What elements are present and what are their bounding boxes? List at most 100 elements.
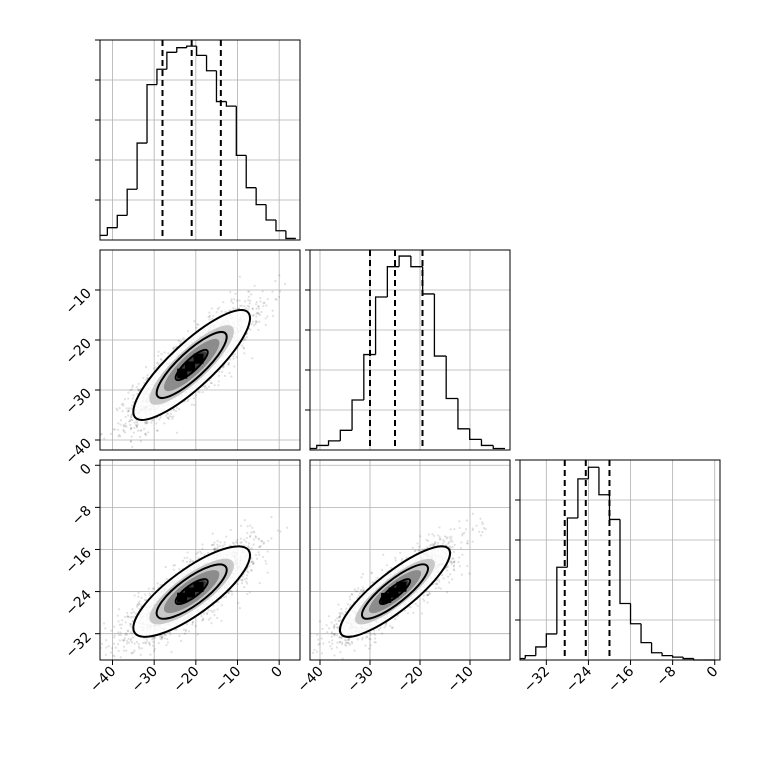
scatter-point xyxy=(117,608,121,611)
histogram-bin xyxy=(410,256,423,268)
scatter-point xyxy=(160,358,163,362)
density-peak xyxy=(177,368,188,379)
scatter-point xyxy=(140,604,143,607)
scatter-point xyxy=(132,651,135,654)
scatter-point xyxy=(208,315,211,319)
scatter-point xyxy=(239,524,243,527)
scatter-point xyxy=(129,616,132,619)
histogram-bin xyxy=(445,356,458,400)
scatter-point xyxy=(187,398,190,401)
scatter-point xyxy=(195,326,198,329)
scatter-point xyxy=(193,403,196,407)
scatter-point xyxy=(123,636,127,640)
scatter-point xyxy=(185,623,189,626)
density-contour xyxy=(174,348,209,382)
scatter-point xyxy=(148,643,151,647)
scatter-point xyxy=(258,320,261,323)
scatter-point xyxy=(114,646,117,649)
scatter-point xyxy=(130,427,133,430)
scatter-point xyxy=(116,409,119,412)
scatter-point xyxy=(199,550,202,553)
histogram-bin xyxy=(671,655,684,658)
scatter-point xyxy=(196,322,199,326)
scatter-point xyxy=(232,355,235,358)
y-tick-label: −30 xyxy=(63,386,95,418)
scatter-point xyxy=(227,363,230,366)
scatter-point xyxy=(124,621,127,624)
scatter-point xyxy=(122,639,125,642)
scatter-point xyxy=(249,534,252,537)
scatter-point xyxy=(190,403,193,406)
scatter-point xyxy=(119,631,122,634)
scatter-point xyxy=(263,301,266,304)
scatter-point xyxy=(193,320,196,323)
scatter-point xyxy=(201,619,204,622)
scatter-point xyxy=(127,397,130,400)
scatter-point xyxy=(119,667,121,669)
scatter-point xyxy=(122,425,125,428)
scatter-point xyxy=(97,470,99,472)
scatter-point xyxy=(241,344,244,347)
scatter-point xyxy=(129,624,132,627)
scatter-point xyxy=(208,318,211,321)
scatter-point xyxy=(260,540,263,543)
histogram-bin xyxy=(524,655,536,659)
scatter-point xyxy=(124,415,127,419)
scatter-point xyxy=(243,300,247,303)
panel-frame xyxy=(99,39,301,241)
scatter-point xyxy=(135,640,139,644)
panel-frame xyxy=(99,249,301,451)
scatter-point xyxy=(160,636,164,639)
scatter-point xyxy=(130,415,133,418)
scatter-point xyxy=(165,577,168,580)
scatter-point xyxy=(240,304,243,307)
scatter-point xyxy=(221,370,224,373)
scatter-point xyxy=(130,388,134,391)
scatter-point xyxy=(213,384,216,387)
scatter-point xyxy=(144,642,148,645)
scatter-point xyxy=(120,662,122,664)
scatter-point xyxy=(250,293,253,296)
scatter-point xyxy=(93,664,95,666)
scatter-point xyxy=(113,655,116,658)
scatter-point xyxy=(262,305,265,308)
scatter-point xyxy=(203,386,207,389)
scatter-point xyxy=(159,637,162,640)
scatter-point xyxy=(156,429,159,432)
scatter-point xyxy=(242,346,245,349)
scatter-point xyxy=(185,560,188,564)
scatter-point xyxy=(105,646,108,649)
scatter-point xyxy=(256,311,259,314)
scatter-point xyxy=(211,611,215,614)
scatter-point xyxy=(137,382,140,385)
scatter-point xyxy=(166,416,169,420)
scatter-point xyxy=(240,579,244,582)
scatter-point xyxy=(200,615,203,618)
histogram-bin xyxy=(285,230,296,240)
scatter-point xyxy=(100,432,103,436)
scatter-point xyxy=(113,636,116,639)
scatter-point xyxy=(248,302,251,305)
scatter-point xyxy=(133,615,136,618)
scatter-point xyxy=(262,542,265,545)
scatter-point xyxy=(137,389,141,392)
scatter-point xyxy=(202,385,205,388)
scatter-point xyxy=(230,375,233,378)
scatter-point xyxy=(163,633,166,636)
scatter-point xyxy=(184,628,188,631)
scatter-point xyxy=(223,541,226,544)
scatter-point xyxy=(131,385,134,388)
scatter-point xyxy=(166,641,169,644)
scatter-point xyxy=(208,311,211,314)
scatter-point xyxy=(169,412,172,415)
scatter-point xyxy=(257,305,260,308)
scatter-point xyxy=(183,556,186,560)
scatter-point xyxy=(144,433,147,436)
scatter-point xyxy=(160,636,164,639)
scatter-point xyxy=(255,303,258,306)
scatter-point xyxy=(239,578,242,581)
scatter-point xyxy=(216,539,219,542)
scatter-point xyxy=(248,591,251,594)
histogram-bin xyxy=(265,204,276,221)
scatter-point xyxy=(186,556,189,559)
